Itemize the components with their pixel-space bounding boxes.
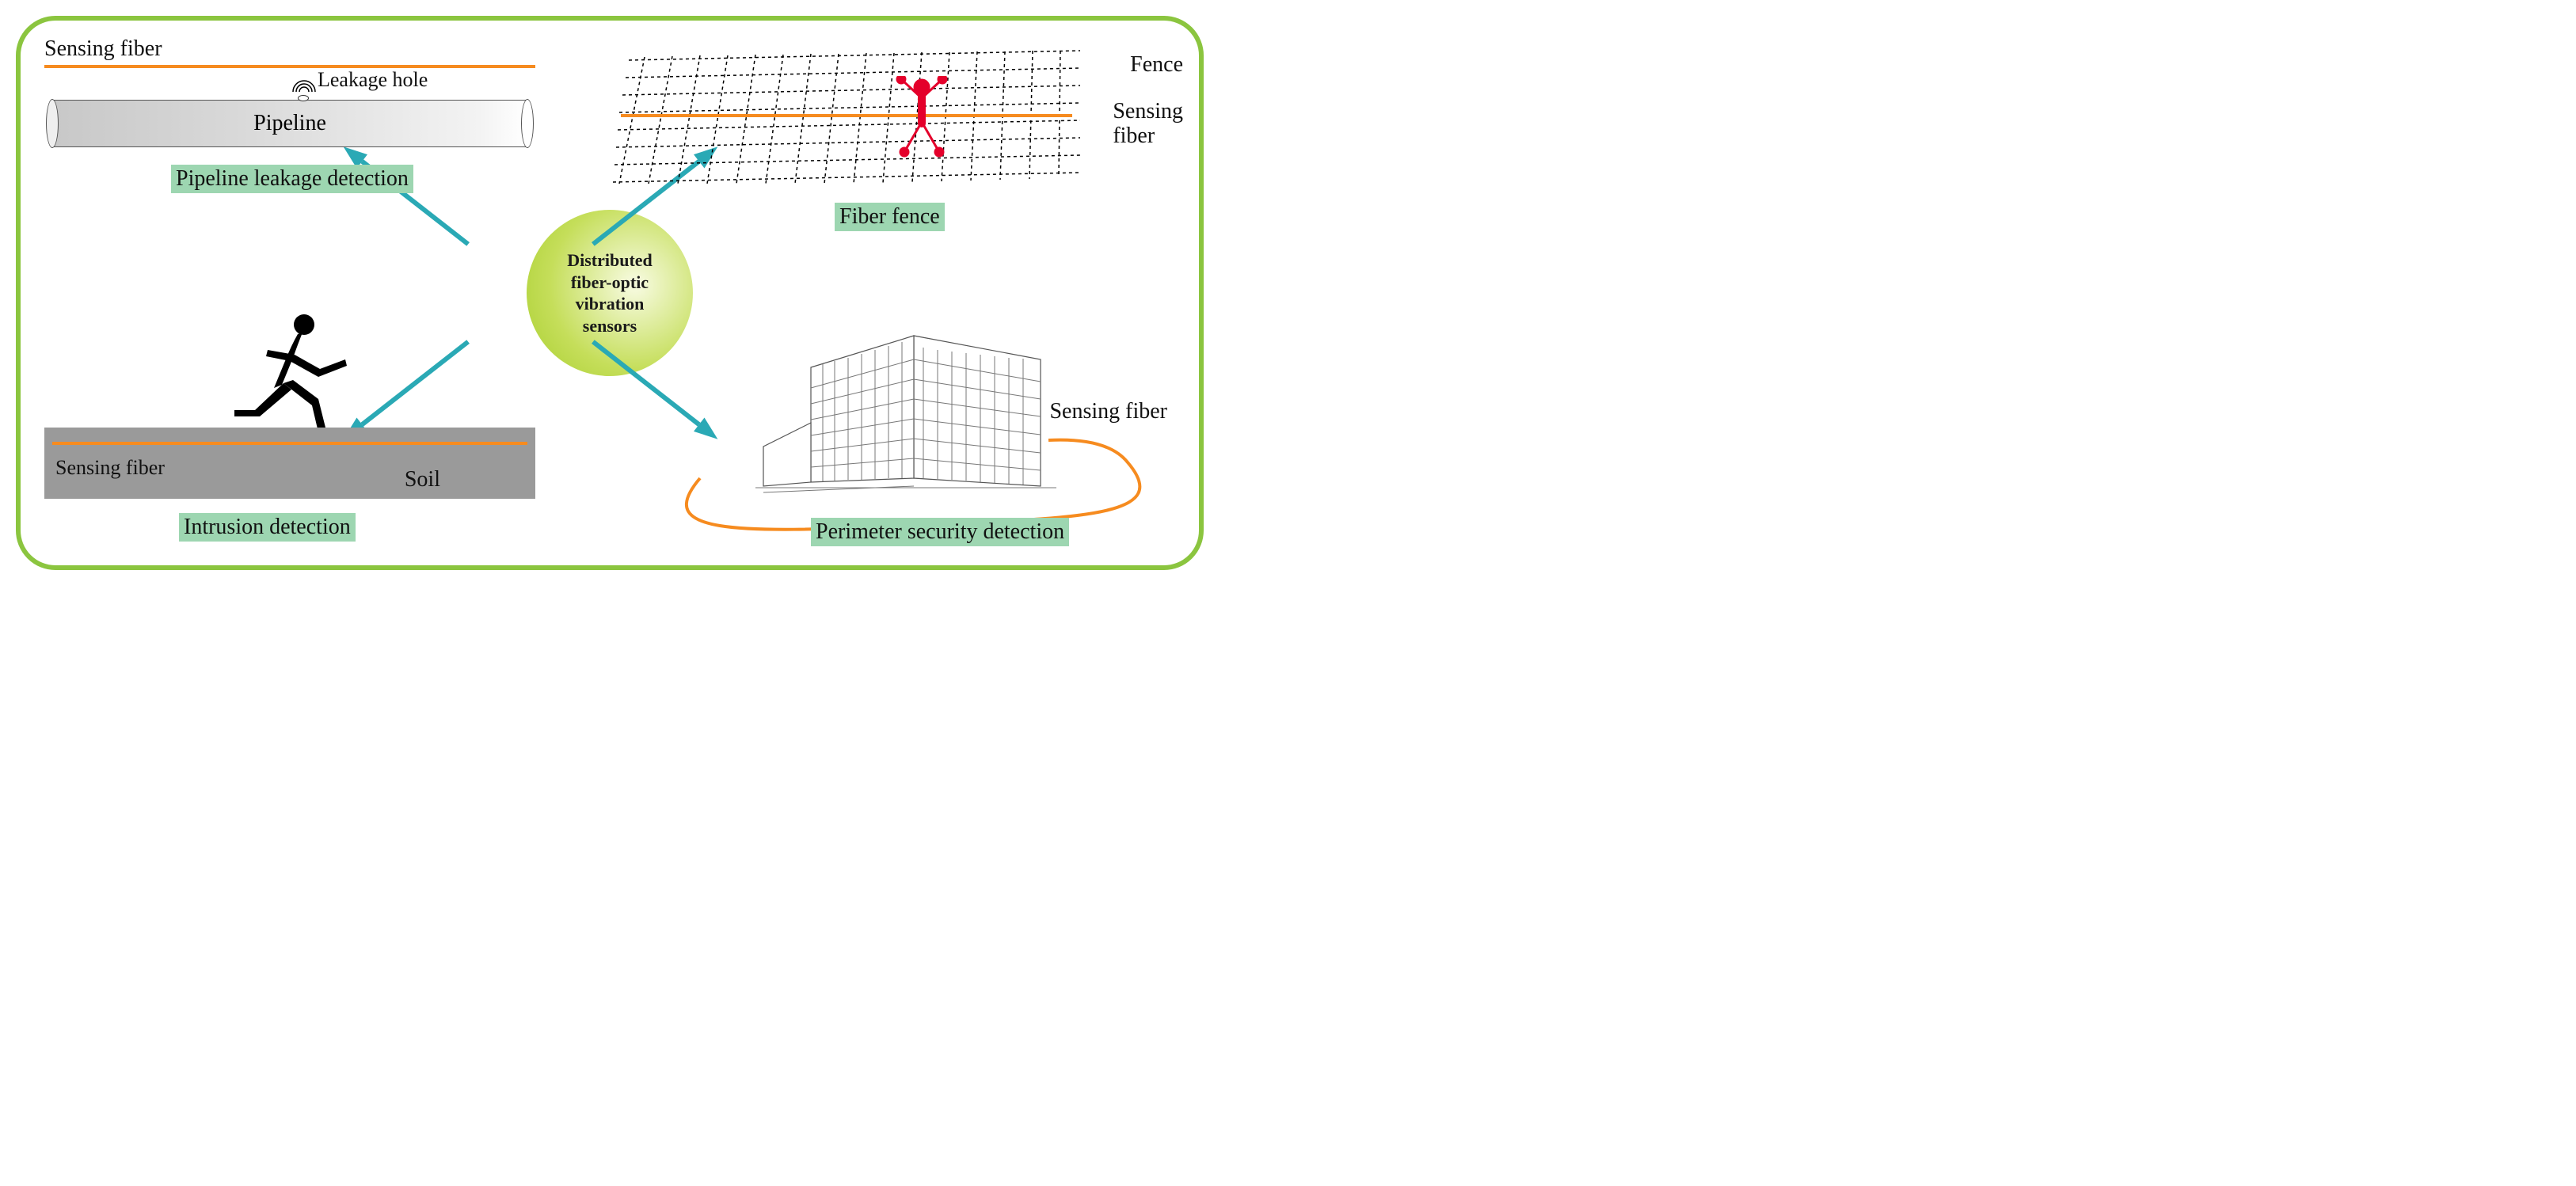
panel-pipeline-leakage: Sensing fiber Pipeline Leakage hole Pipe…: [44, 36, 551, 193]
pipeline-label: Pipeline: [253, 111, 326, 136]
fence-label: Fence: [1130, 52, 1183, 78]
caption-pipeline-leakage: Pipeline leakage detection: [171, 165, 413, 193]
tl-sensing-fiber-label: Sensing fiber: [44, 36, 551, 62]
panel-perimeter: Sensing fiber Perimeter security detecti…: [653, 320, 1175, 542]
leakage-waves-icon: [290, 68, 318, 101]
caption-intrusion: Intrusion detection: [179, 513, 356, 542]
pipe-end-right: [521, 99, 534, 148]
pipe-end-left: [46, 99, 59, 148]
soil-block: Sensing fiber Soil: [44, 428, 535, 499]
bl-caption-wrap: Intrusion detection: [44, 513, 551, 542]
perimeter-sensing-fiber-label: Sensing fiber: [1049, 399, 1167, 424]
soil-label: Soil: [405, 467, 440, 492]
br-caption-wrap: Perimeter security detection: [811, 518, 1069, 546]
leakage-hole-label: Leakage hole: [318, 68, 428, 92]
fence-sensing-fiber-line: [621, 114, 1072, 117]
runner-icon: [226, 309, 353, 439]
soil-sensing-fiber-line: [52, 442, 527, 445]
soil-sensing-fiber-label: Sensing fiber: [55, 456, 165, 480]
center-hub-text: Distributedfiber-opticvibrationsensors: [567, 249, 653, 336]
climber-icon: [890, 76, 953, 167]
fence-grid-icon: [613, 36, 1088, 187]
diagram-frame: Distributedfiber-opticvibrationsensors S…: [16, 16, 1204, 570]
caption-perimeter: Perimeter security detection: [811, 518, 1069, 546]
tl-caption-wrap: Pipeline leakage detection: [44, 165, 551, 193]
caption-fiber-fence: Fiber fence: [835, 203, 945, 231]
pipeline-graphic: Pipeline Leakage hole: [44, 100, 535, 147]
fence-sensing-fiber-label: Sensingfiber: [1113, 100, 1183, 149]
tr-caption-wrap: Fiber fence: [835, 203, 945, 231]
panel-fiber-fence: Fence Sensingfiber Fiber fence: [613, 36, 1183, 195]
panel-intrusion: Sensing fiber Soil Intrusion detection: [44, 428, 551, 542]
building-icon: [755, 320, 1056, 502]
